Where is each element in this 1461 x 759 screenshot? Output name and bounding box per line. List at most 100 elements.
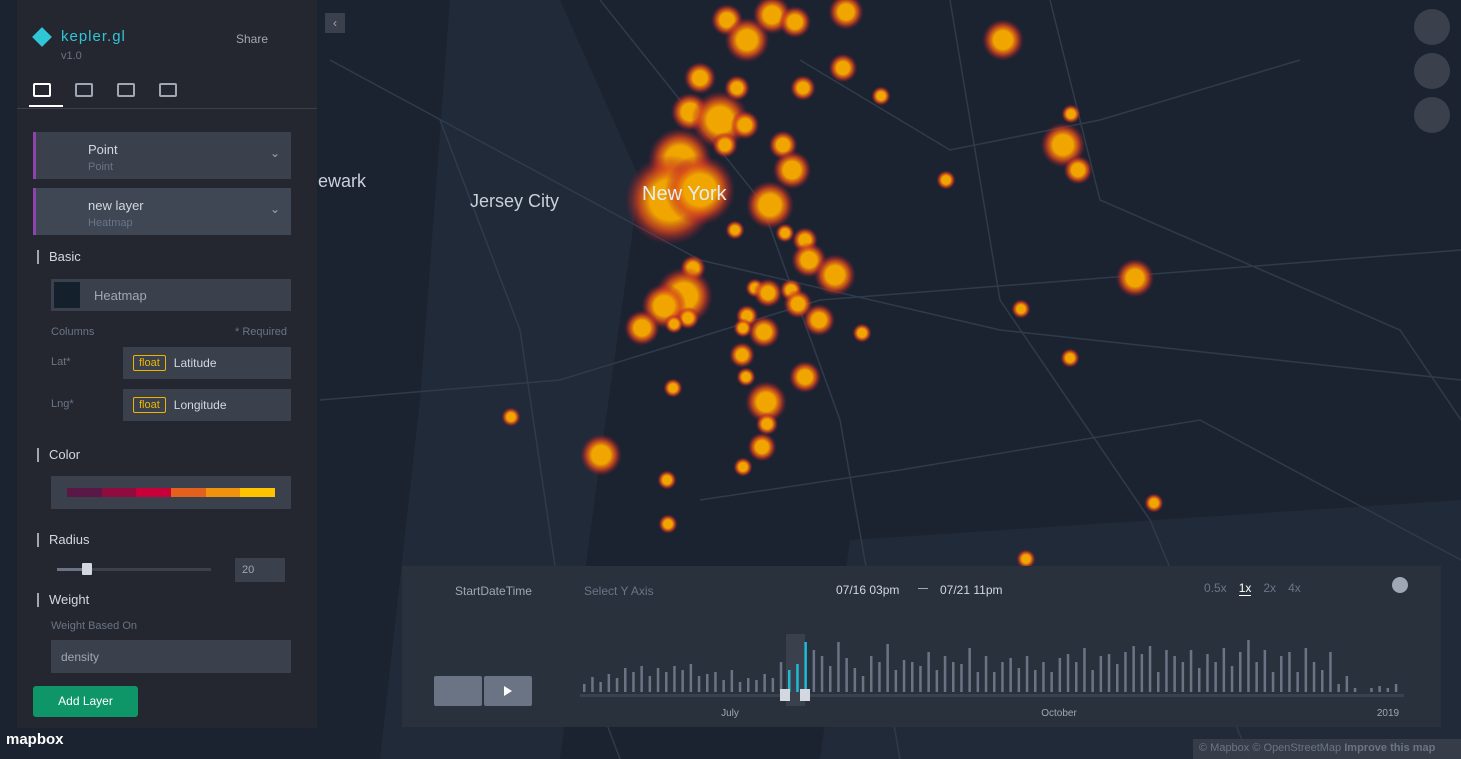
field-select[interactable]: float Latitude <box>123 347 291 379</box>
slider-track <box>57 568 211 571</box>
histogram-bar <box>804 642 807 692</box>
histogram-bar <box>656 668 660 692</box>
legend-button[interactable] <box>1414 97 1450 133</box>
histogram-bar <box>837 642 840 692</box>
histogram-bar <box>591 677 594 692</box>
speed-option[interactable]: 1x <box>1238 581 1252 596</box>
field-select[interactable]: float Longitude <box>123 389 291 421</box>
heat-spot <box>755 412 779 436</box>
road <box>1049 0 1461 421</box>
required-note: * Required <box>235 326 287 338</box>
slider-handle[interactable] <box>82 563 92 575</box>
heat-spot <box>658 514 678 534</box>
histogram-bar <box>911 662 914 692</box>
heat-spot <box>753 278 783 308</box>
radius-input[interactable]: 20 <box>235 558 285 582</box>
histogram-bar <box>1148 646 1152 692</box>
palette-swatch <box>67 488 102 497</box>
field-type: float <box>133 355 166 371</box>
version: v1.0 <box>61 50 82 62</box>
heat-spot <box>745 381 787 423</box>
field-label: Lat* <box>51 356 71 368</box>
split-map-button[interactable] <box>1414 9 1450 45</box>
histogram-bar <box>681 670 684 692</box>
interactions-tab[interactable] <box>117 83 135 97</box>
color-select[interactable] <box>51 476 291 509</box>
histogram-bar <box>1058 658 1062 692</box>
histogram-bar <box>968 648 971 692</box>
layer-name: Point <box>88 142 118 157</box>
histogram-bar <box>1107 654 1111 692</box>
histogram-bar <box>1247 640 1250 692</box>
3d-map-button[interactable] <box>1414 53 1450 89</box>
histogram-bar <box>1132 646 1135 692</box>
histogram-bar <box>1050 672 1053 692</box>
histogram-bar <box>706 674 709 692</box>
filters-tab[interactable] <box>75 83 93 97</box>
histogram-bar <box>1025 656 1029 692</box>
heat-spot <box>1016 549 1036 569</box>
play-button[interactable] <box>484 676 532 706</box>
histogram-bar <box>673 666 676 692</box>
weight-select[interactable]: density <box>51 640 291 673</box>
expand-icon[interactable]: ⌄ <box>270 202 281 216</box>
map-style-tab[interactable] <box>159 83 177 97</box>
add-layer-button[interactable]: Add Layer <box>33 686 138 717</box>
histogram-bar <box>919 666 922 692</box>
histogram-bar <box>1140 654 1144 692</box>
heat-spot <box>733 457 753 477</box>
histogram-bar <box>1042 662 1045 692</box>
heat-spot <box>725 220 745 240</box>
y-axis-select[interactable]: Select Y Axis <box>584 584 654 598</box>
layers-tab[interactable] <box>33 83 51 97</box>
histogram-bar <box>1353 688 1357 692</box>
heat-spot <box>936 170 956 190</box>
axis-label: July <box>721 708 739 719</box>
histogram-bar <box>1378 686 1381 692</box>
close-button[interactable] <box>1392 577 1408 593</box>
layer-panel[interactable]: new layer Heatmap ⌄ <box>33 188 291 235</box>
histogram-bar <box>812 650 816 692</box>
color-palette <box>67 488 276 497</box>
collapse-button[interactable]: ‹ <box>325 13 345 33</box>
road <box>799 59 1301 151</box>
selected-range <box>786 634 805 706</box>
heat-spot <box>746 181 794 229</box>
heat-spot <box>871 86 891 106</box>
layer-panel[interactable]: Point Point ⌄ <box>33 132 291 179</box>
histogram-bar <box>1312 662 1316 692</box>
histogram-bar <box>763 674 766 692</box>
range-handle[interactable] <box>780 689 790 701</box>
expand-icon[interactable]: ⌄ <box>270 146 281 160</box>
histogram-bar <box>1206 654 1209 692</box>
palette-swatch <box>205 488 241 497</box>
map-label: New York <box>642 183 727 205</box>
road <box>329 59 1461 381</box>
histogram-bar <box>952 662 955 692</box>
speed-option[interactable]: 4x <box>1288 581 1301 595</box>
attribution: © Mapbox © OpenStreetMap Improve this ma… <box>1193 739 1461 759</box>
histogram-bar <box>697 676 701 692</box>
histogram-bar <box>1321 670 1324 692</box>
share-button[interactable]: Share <box>236 32 269 46</box>
reset-button[interactable] <box>434 676 482 706</box>
speed-option[interactable]: 0.5x <box>1204 581 1227 595</box>
palette-swatch <box>171 488 206 497</box>
range-handle[interactable] <box>800 689 810 701</box>
section-title: Radius <box>37 533 89 547</box>
speed-option[interactable]: 2x <box>1263 581 1277 595</box>
heat-spot <box>779 6 811 38</box>
heat-spot <box>828 53 858 83</box>
improve-link[interactable]: Improve this map <box>1344 742 1436 754</box>
button-label: Add Layer <box>58 694 113 708</box>
histogram-bar <box>779 662 783 692</box>
histogram-bar <box>788 670 791 692</box>
time-field[interactable]: StartDateTime <box>455 584 532 598</box>
layer-type-select[interactable]: Heatmap <box>51 279 291 311</box>
histogram-bar <box>1099 656 1103 692</box>
histogram-bar <box>1198 668 1201 692</box>
histogram-bar <box>665 672 668 692</box>
histogram-bar <box>1066 654 1070 692</box>
histogram-bar <box>1214 662 1217 692</box>
histogram-bar <box>1304 648 1308 692</box>
